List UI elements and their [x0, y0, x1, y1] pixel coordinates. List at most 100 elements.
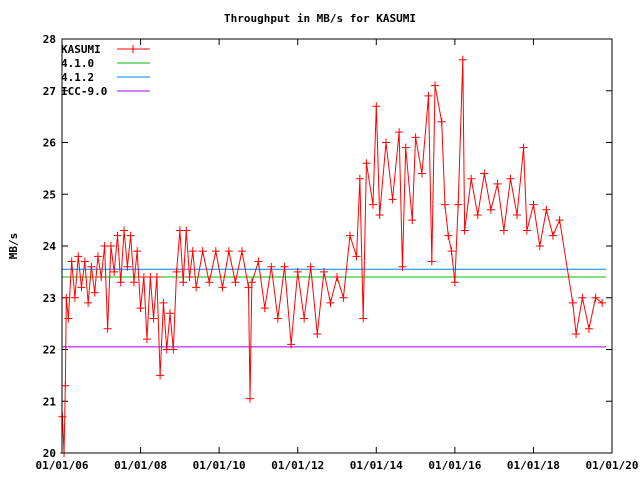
data-point	[136, 304, 145, 313]
data-point	[149, 314, 158, 323]
data-point	[165, 309, 174, 318]
x-tick-label: 01/01/18	[507, 459, 560, 472]
data-point	[84, 298, 93, 307]
data-point	[548, 231, 557, 240]
data-point	[535, 242, 544, 250]
data-point	[244, 283, 253, 292]
data-point	[113, 231, 122, 240]
legend-label: 4.1.0	[61, 57, 94, 70]
data-point	[388, 195, 397, 204]
data-point	[70, 293, 79, 302]
data-point	[156, 371, 165, 380]
data-point	[362, 159, 371, 168]
data-point	[555, 216, 564, 225]
y-tick-label: 20	[43, 447, 56, 460]
data-point	[345, 231, 354, 240]
data-point	[93, 252, 102, 261]
data-point	[231, 278, 240, 287]
data-point	[133, 247, 142, 256]
data-point	[218, 283, 227, 292]
data-point	[287, 340, 296, 349]
data-point	[313, 329, 322, 338]
data-point	[427, 257, 436, 266]
data-point	[116, 278, 125, 287]
data-point	[67, 257, 76, 266]
data-point	[179, 278, 188, 287]
axes: 20 21 22 23 24 25 26 27 28 01/01/06 01/01/08 01/01/…	[36, 33, 639, 472]
data-point	[572, 329, 581, 338]
data-point	[460, 226, 469, 235]
x-tick-label: 01/01/12	[271, 459, 324, 472]
data-point	[411, 133, 420, 142]
data-point	[90, 288, 99, 297]
legend-label: 4.1.2	[61, 71, 94, 84]
x-tick-label: 01/01/06	[36, 459, 89, 472]
data-point	[211, 247, 220, 256]
data-point	[578, 293, 587, 302]
data-point	[381, 138, 390, 147]
data-point	[106, 242, 115, 250]
data-point	[293, 267, 302, 276]
data-point	[103, 324, 112, 333]
y-tick-label: 28	[43, 33, 56, 46]
chart-title: Throughput in MB/s for KASUMI	[224, 12, 416, 25]
x-tick-label: 01/01/14	[350, 459, 403, 472]
data-point	[87, 262, 96, 271]
data-point	[440, 200, 449, 209]
data-point	[126, 231, 135, 240]
data-point	[591, 293, 600, 302]
data-point	[188, 247, 197, 256]
data-point	[319, 267, 328, 276]
data-point	[260, 304, 269, 313]
data-point	[506, 174, 515, 183]
data-point	[300, 314, 309, 323]
data-point	[129, 278, 138, 287]
y-tick-label: 21	[43, 395, 57, 408]
data-point	[182, 226, 191, 235]
y-tick-label: 23	[43, 292, 56, 305]
data-point	[450, 278, 459, 287]
data-point	[205, 278, 214, 287]
data-point	[444, 231, 453, 240]
data-point	[454, 200, 463, 209]
data-point	[401, 143, 410, 152]
data-point	[493, 179, 502, 188]
data-point	[80, 257, 89, 266]
y-tick-label: 22	[43, 344, 56, 357]
data-point	[142, 335, 151, 344]
data-point	[224, 247, 233, 256]
y-tick-label: 24	[43, 240, 57, 253]
data-point	[359, 314, 368, 323]
data-point	[198, 247, 207, 256]
data-point	[246, 394, 255, 403]
data-point	[480, 169, 489, 178]
y-tick-label: 26	[43, 137, 57, 150]
data-point	[529, 200, 538, 209]
data-point	[185, 273, 194, 282]
data-point	[372, 102, 381, 111]
data-point	[424, 91, 433, 100]
data-point	[417, 169, 426, 178]
data-point	[447, 247, 456, 256]
data-point	[172, 267, 181, 276]
data-point	[458, 55, 467, 64]
data-point	[499, 226, 508, 235]
data-point	[152, 273, 161, 282]
data-point	[542, 205, 551, 214]
data-point	[61, 381, 70, 390]
data-point	[437, 117, 446, 126]
x-tick-label: 01/01/10	[193, 459, 246, 472]
data-point	[267, 262, 276, 271]
data-point	[522, 226, 531, 235]
data-point	[110, 267, 119, 276]
kasumi-series	[58, 55, 607, 457]
data-point	[355, 174, 364, 183]
data-point	[333, 273, 342, 282]
data-point	[352, 252, 361, 261]
data-point	[326, 298, 335, 307]
x-tick-label: 01/01/16	[428, 459, 481, 472]
data-point	[568, 298, 577, 307]
plot-border	[61, 38, 613, 454]
series-line	[61, 59, 603, 454]
data-point	[280, 262, 289, 271]
